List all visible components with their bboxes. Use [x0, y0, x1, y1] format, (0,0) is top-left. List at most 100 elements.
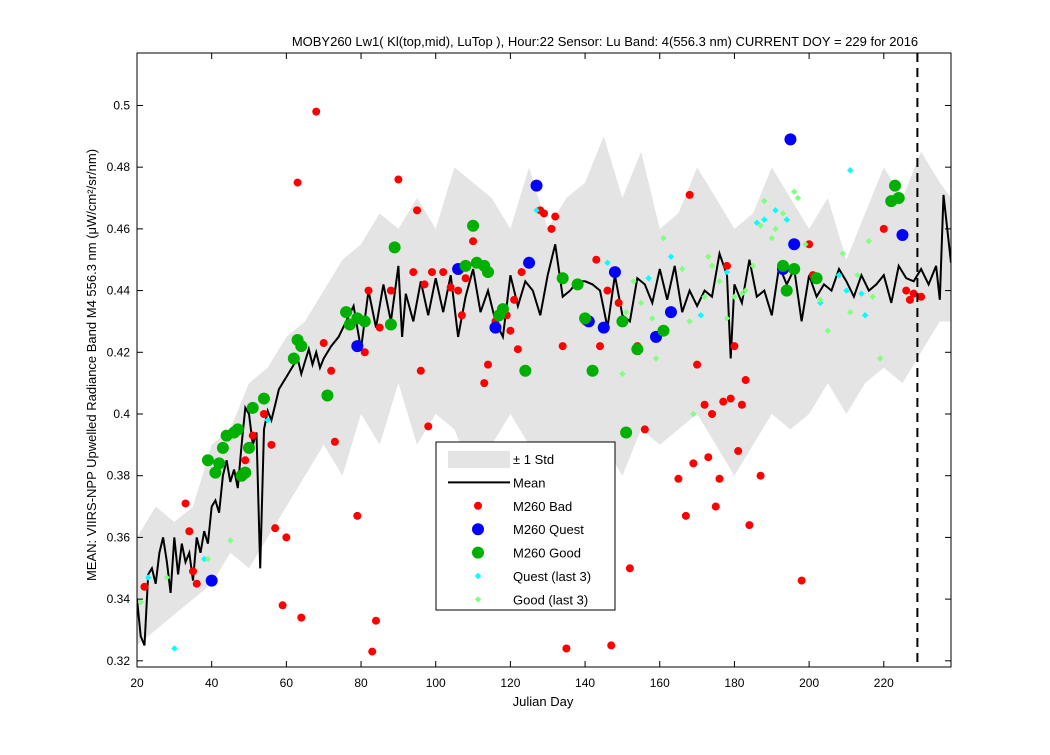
- quest-last3-point: [145, 574, 152, 581]
- quest-last3-point: [723, 268, 731, 276]
- good-last3-point: [716, 278, 723, 285]
- good-point: [388, 241, 401, 254]
- good-point: [586, 364, 599, 377]
- quest-point: [205, 574, 218, 587]
- bad-point: [394, 175, 403, 184]
- bad-point: [140, 582, 149, 591]
- bad-point: [745, 521, 754, 530]
- good-last3-point: [678, 265, 686, 273]
- y-tick-label: 0.32: [107, 654, 131, 668]
- bad-point: [480, 379, 489, 388]
- x-tick-label: 60: [280, 676, 294, 690]
- legend-box: [435, 441, 616, 611]
- good-last3-point: [817, 296, 824, 304]
- bad-point: [469, 237, 478, 246]
- bad-point: [730, 342, 739, 351]
- bad-point: [248, 431, 257, 440]
- bad-point: [685, 190, 694, 199]
- bad-point: [506, 326, 515, 335]
- quest-last3-point: [264, 416, 271, 424]
- bad-point: [271, 524, 280, 533]
- bad-point: [446, 283, 455, 292]
- bad-point: [681, 511, 690, 520]
- good-point: [384, 318, 397, 331]
- legend-bad-marker: [474, 501, 482, 510]
- x-tick-label: 40: [205, 676, 219, 690]
- good-last3-point: [869, 293, 876, 300]
- bad-point: [409, 268, 418, 277]
- bad-point: [319, 339, 328, 348]
- y-tick-label: 0.46: [107, 222, 131, 236]
- good-last3-point: [163, 574, 171, 581]
- quest-last3-point: [171, 645, 178, 652]
- x-tick-label: 160: [650, 676, 670, 690]
- bad-point: [413, 206, 422, 215]
- x-tick-label: 220: [874, 676, 894, 690]
- bad-point: [375, 323, 384, 332]
- quest-point: [788, 238, 801, 251]
- bad-point: [454, 286, 463, 295]
- bad-point: [510, 295, 519, 304]
- good-point: [571, 278, 584, 291]
- quest-last3-point: [843, 287, 850, 294]
- bad-point: [297, 613, 306, 622]
- quest-point: [489, 321, 502, 334]
- bad-point: [596, 342, 605, 351]
- good-last3-point: [772, 225, 779, 233]
- bad-point: [368, 647, 377, 656]
- bad-point: [420, 280, 429, 289]
- bad-point: [259, 409, 268, 418]
- good-point: [888, 179, 901, 192]
- good-last3-point: [622, 308, 630, 316]
- quest-last3-point: [753, 219, 761, 226]
- bad-point: [693, 360, 702, 369]
- bad-point: [614, 298, 623, 307]
- quest-last3-point: [783, 216, 790, 223]
- x-tick-label: 20: [130, 676, 144, 690]
- bad-point: [517, 268, 526, 277]
- bad-point: [439, 268, 448, 277]
- good-last3-point: [779, 210, 787, 217]
- bad-point: [330, 437, 339, 446]
- legend-label-quest-last3: Quest (last 3): [513, 569, 591, 584]
- y-tick-label: 0.4: [113, 407, 130, 421]
- quest-point: [523, 256, 536, 269]
- bad-point: [189, 567, 198, 576]
- axes: 20 40 60 80 100 120 140 160 180 200 220 0.32 0.34 0.3…: [107, 52, 952, 690]
- bad-point: [708, 409, 717, 418]
- good-point: [467, 219, 480, 232]
- good-last3-point: [824, 327, 831, 334]
- good-last3-point: [768, 234, 775, 242]
- plot-area: [137, 53, 951, 667]
- bad-point: [360, 348, 369, 357]
- good-point: [213, 457, 226, 470]
- plot-frame: [136, 52, 952, 668]
- quest-last3-point: [858, 290, 865, 297]
- legend-good-marker: [472, 546, 484, 559]
- bad-point: [282, 533, 291, 542]
- quest-point: [664, 306, 677, 319]
- legend-std-swatch: [448, 451, 510, 468]
- quest-last3-point: [835, 271, 843, 279]
- bad-point: [312, 107, 321, 116]
- good-last3-point: [742, 287, 749, 294]
- bad-point: [879, 224, 888, 233]
- good-last3-point: [686, 318, 693, 325]
- good-point: [616, 315, 629, 328]
- legend-quest-last3-marker: [474, 572, 482, 580]
- quest-last3-point: [667, 253, 675, 260]
- bad-point: [185, 527, 194, 536]
- good-point: [231, 423, 244, 436]
- bad-point: [192, 579, 201, 588]
- good-point: [496, 303, 509, 316]
- x-axis-title: Julian Day: [513, 694, 574, 709]
- legend-label-good-last3: Good (last 3): [513, 592, 588, 607]
- bad-point: [715, 474, 724, 483]
- y-tick-label: 0.34: [107, 592, 131, 606]
- good-last3-point: [137, 599, 144, 606]
- good-last3-point: [761, 197, 768, 205]
- chart-title: MOBY260 Lw1( Kl(top,mid), LuTop ), Hour:…: [292, 34, 918, 49]
- bad-point: [756, 471, 765, 480]
- y-tick-label: 0.42: [107, 345, 131, 359]
- quest-last3-point: [201, 555, 208, 563]
